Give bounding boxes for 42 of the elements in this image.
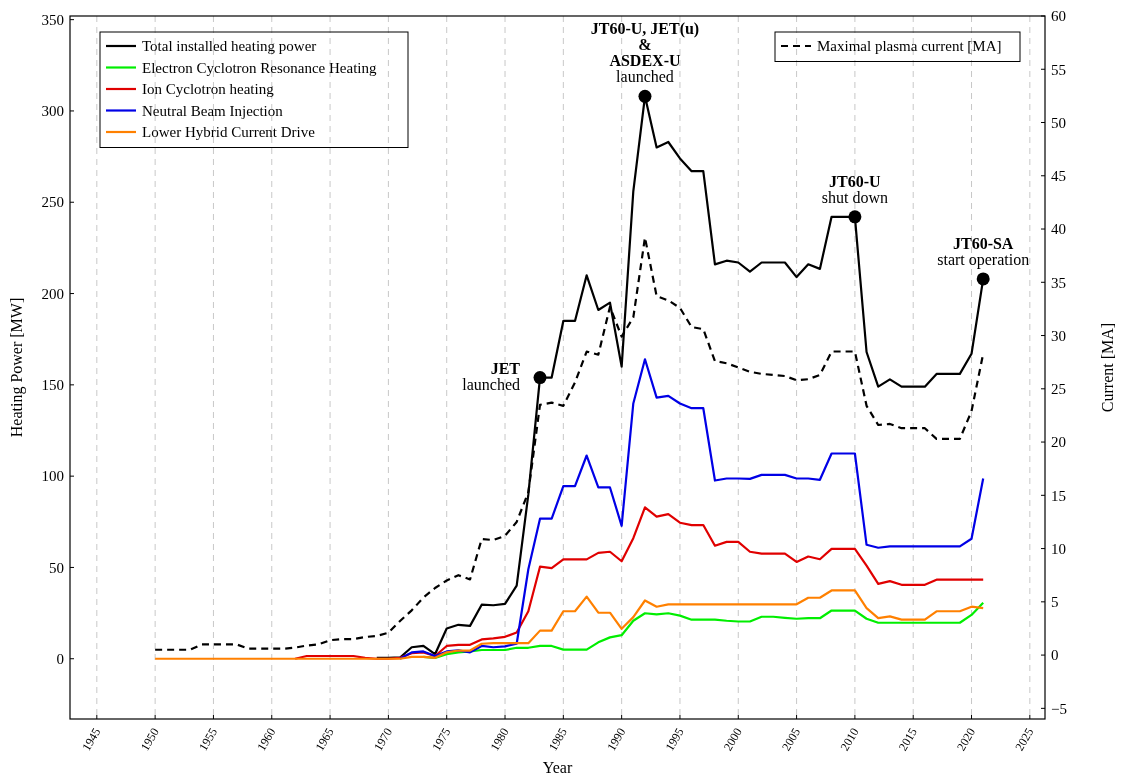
line-series xyxy=(398,358,985,660)
y2-tick-label: 55 xyxy=(1051,61,1066,78)
y2-tick-label: 35 xyxy=(1051,274,1066,291)
annotation: JT60-U, JET(u) & ASDEX-U launched xyxy=(590,20,700,86)
y2-tick-label: 5 xyxy=(1051,594,1059,611)
line-series xyxy=(154,589,985,660)
line-series xyxy=(293,506,985,660)
y2-tick-label: 60 xyxy=(1051,8,1066,25)
legend-label: Electron Cyclotron Resonance Heating xyxy=(142,59,378,76)
y-tick-label: 300 xyxy=(41,103,64,120)
y-tick-label: 150 xyxy=(41,377,64,394)
point xyxy=(638,89,652,103)
y2-tick-label: −5 xyxy=(1051,700,1067,717)
y2-tick-label: 0 xyxy=(1051,647,1059,664)
y-tick-label: 100 xyxy=(41,468,64,485)
point xyxy=(848,210,862,224)
y-tick-label: 200 xyxy=(41,285,64,302)
y2-tick-label: 25 xyxy=(1051,381,1066,398)
y2-tick-label: 50 xyxy=(1051,114,1066,131)
y-tick-label: 50 xyxy=(49,559,64,576)
annotation: JT60-SA start operation xyxy=(937,234,1030,269)
y2-tick-label: 40 xyxy=(1051,221,1066,238)
y-axis-title: Heating Power [MW] xyxy=(8,297,26,438)
point xyxy=(533,371,547,385)
y2-tick-label: 30 xyxy=(1051,327,1066,344)
y-tick-label: 0 xyxy=(56,650,64,667)
legend-label: Total installed heating power xyxy=(142,38,317,54)
y2-tick-label: 20 xyxy=(1051,434,1066,451)
point xyxy=(976,272,990,286)
legend-label: Neutral Beam Injection xyxy=(142,102,284,119)
y2-tick-label: 10 xyxy=(1051,540,1066,557)
x-axis-title: Year xyxy=(542,759,573,776)
legend-label: Lower Hybrid Current Drive xyxy=(142,124,316,140)
legend-label: Ion Cyclotron heating xyxy=(142,81,275,97)
y-tick-label: 350 xyxy=(41,11,64,28)
y2-tick-label: 45 xyxy=(1051,168,1066,185)
y2-axis-title: Current [MA] xyxy=(1099,322,1116,413)
annotation: JT60-U shut down xyxy=(821,172,889,206)
annotation: JET launched xyxy=(462,359,521,393)
y2-tick-label: 15 xyxy=(1051,487,1066,504)
y-tick-label: 250 xyxy=(41,194,64,211)
legend-label: Maximal plasma current [MA] xyxy=(817,38,1002,54)
